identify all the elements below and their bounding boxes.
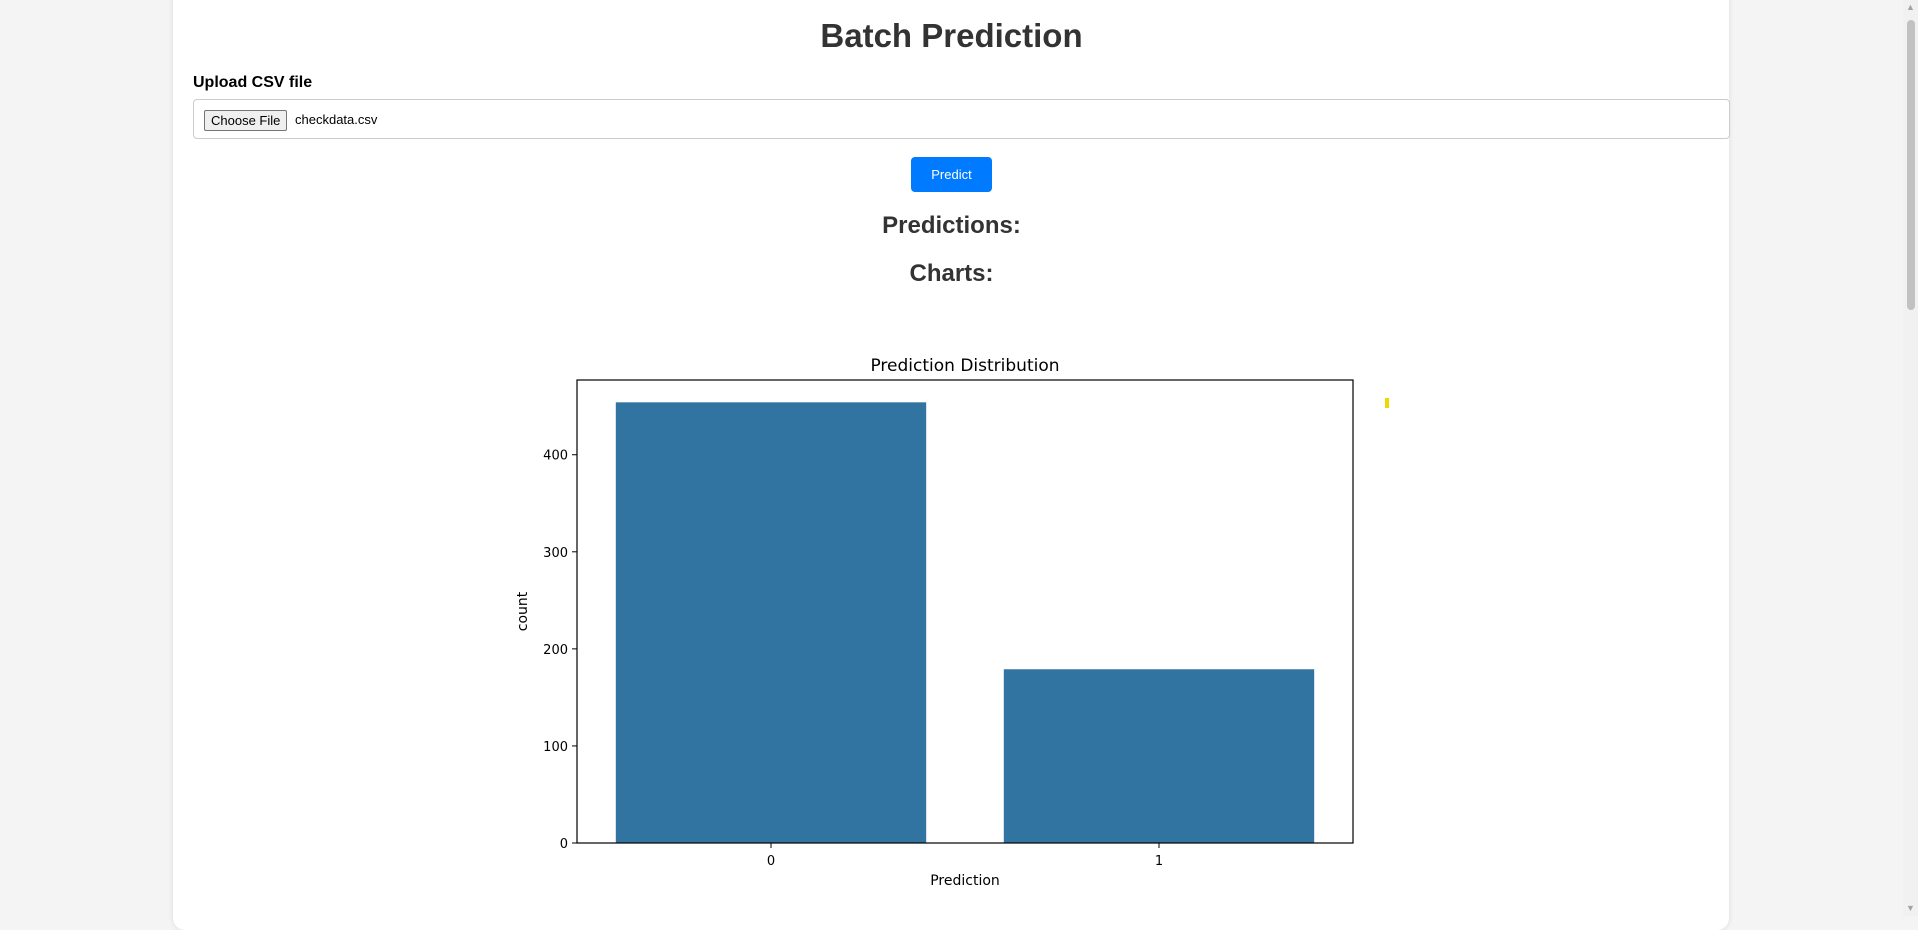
scroll-up-icon[interactable]: ▲: [1906, 2, 1915, 12]
x-tick-label-1: 1: [1155, 854, 1163, 869]
scroll-down-icon[interactable]: ▼: [1906, 903, 1915, 913]
y-tick-label-400: 400: [543, 449, 568, 464]
plot-frame: [576, 379, 1354, 844]
page-title: Batch Prediction: [820, 17, 1083, 54]
x-tick-label-0: 0: [767, 854, 775, 869]
y-tick-label-200: 200: [543, 643, 568, 658]
selected-file-name: checkdata.csv: [295, 112, 378, 127]
chart-bar-0: [615, 402, 927, 843]
prediction-distribution-chart: Prediction Distribution 0 100 200 300 400 0 1 Pr…: [515, 356, 1354, 889]
scroll-thumb[interactable]: [1907, 20, 1915, 310]
predictions-heading: Predictions:: [882, 212, 1021, 239]
y-tick-label-100: 100: [543, 740, 568, 755]
x-axis-label: Prediction: [930, 873, 1000, 889]
yellow-marker: [1385, 398, 1389, 408]
chart-bar-1: [1003, 669, 1315, 843]
y-axis-label: count: [515, 591, 531, 631]
choose-file-button[interactable]: Choose File: [204, 110, 288, 131]
charts-heading: Charts:: [909, 260, 994, 287]
file-input[interactable]: Choose File checkdata.csv: [193, 99, 1730, 139]
y-tick-label-300: 300: [543, 546, 568, 561]
upload-label: Upload CSV file: [193, 74, 313, 91]
main-card: [173, 0, 1729, 930]
predict-button[interactable]: Predict: [911, 157, 992, 192]
y-tick-label-0: 0: [560, 837, 568, 852]
chart-title: Prediction Distribution: [870, 356, 1059, 376]
vertical-scrollbar[interactable]: ▲ ▼: [1903, 0, 1918, 916]
